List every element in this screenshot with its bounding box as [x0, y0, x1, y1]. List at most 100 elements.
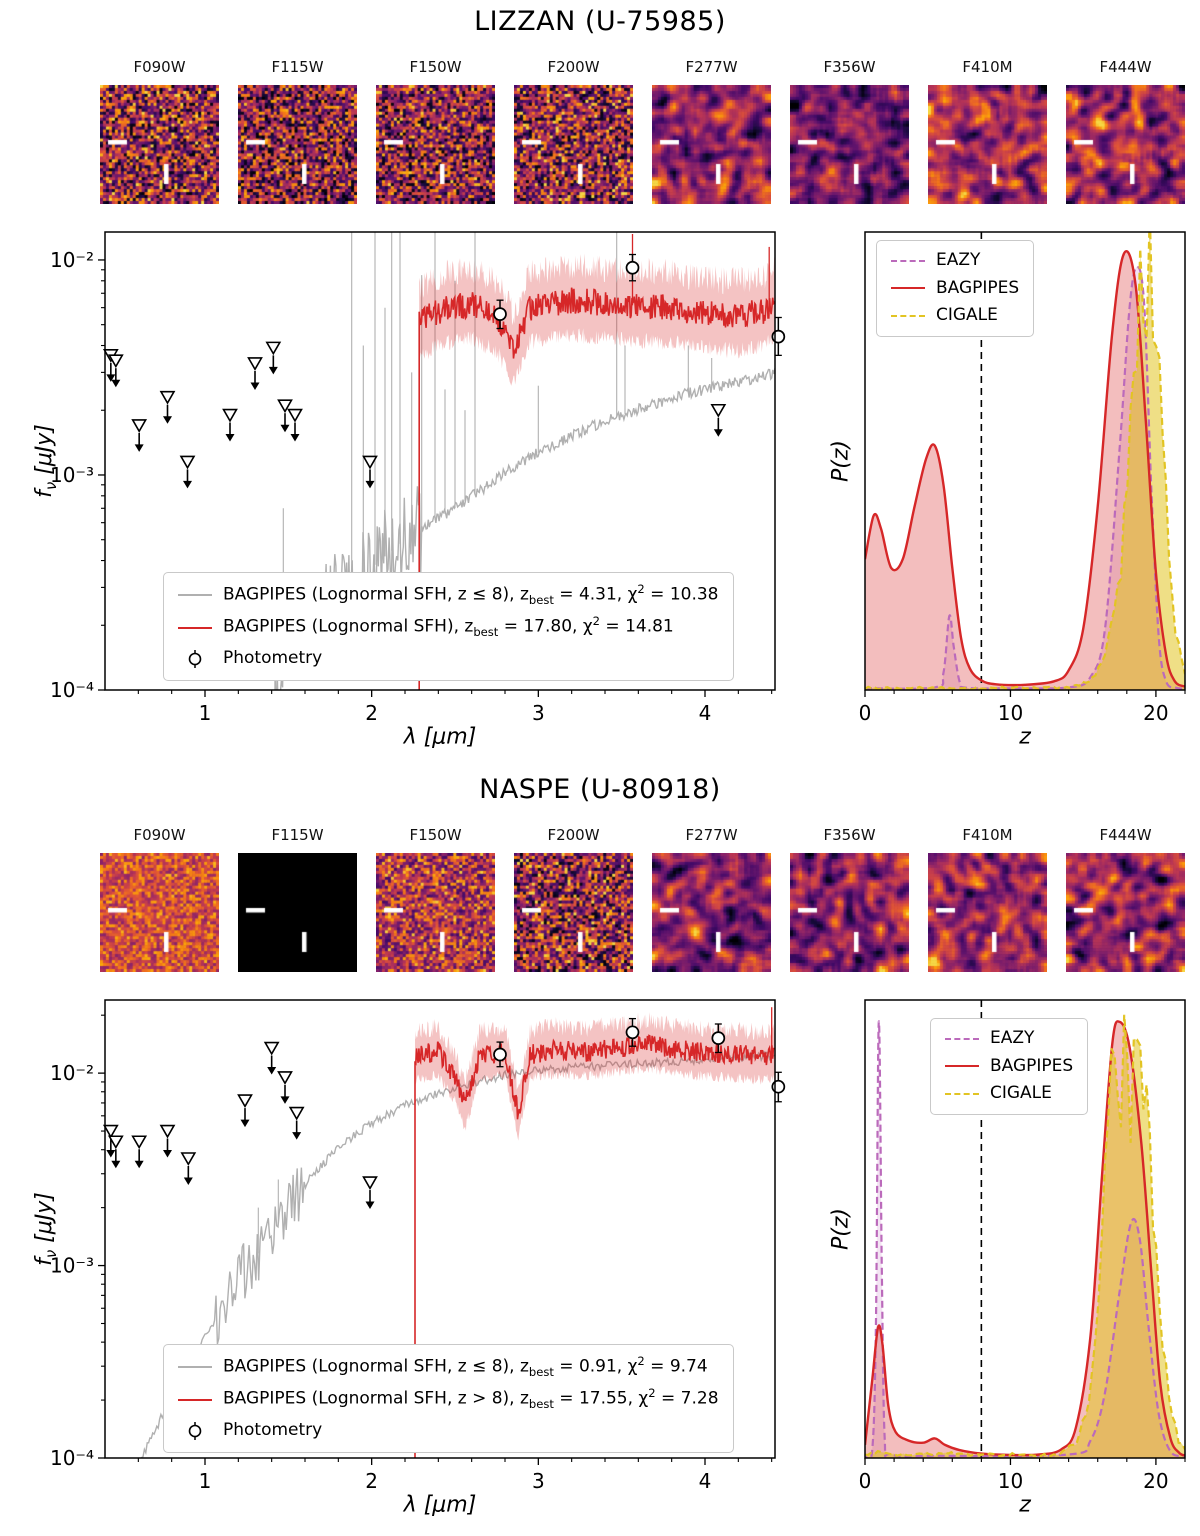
photometry-marker-icon	[178, 648, 212, 670]
cutout-image-f444w	[1066, 85, 1185, 204]
legend-label: BAGPIPES (Lognormal SFH, z ≤ 8), zbest =…	[223, 1354, 708, 1380]
pz-fill-cigale	[865, 232, 1185, 690]
sed-legend: BAGPIPES (Lognormal SFH, z ≤ 8), zbest =…	[163, 572, 734, 681]
upper-limit-marker	[159, 1124, 176, 1139]
upper-limit-marker	[237, 1094, 253, 1108]
cutout: F150W	[376, 826, 495, 972]
panel-naspe: NASPE (U-80918) F090W F115W F150W F200W F277…	[0, 768, 1200, 1536]
pz-curve-bagpipes	[865, 250, 1185, 688]
upper-limit-marker	[287, 408, 303, 423]
pz-curve-bagpipes	[865, 1020, 1185, 1457]
cutout-image-f090w	[100, 85, 219, 204]
plots-svg-lizzan: 1 2 3 4 10⁻² 10⁻³ 10⁻⁴ 0 10 20	[50, 231, 1186, 725]
cutout: F444W	[1066, 58, 1185, 204]
line-sample-icon	[891, 259, 925, 262]
cutout-filter-label: F200W	[547, 826, 600, 844]
upper-limit-marker	[263, 1041, 280, 1056]
legend-label: BAGPIPES	[936, 277, 1020, 298]
cutout-filter-label: F277W	[685, 826, 738, 844]
sed-data-markers	[102, 253, 786, 489]
cutout-row: F090W F115W F150W F200W F277W F356W F410M F444W	[100, 58, 1185, 204]
plot-box	[104, 231, 776, 691]
sed-model-band	[419, 253, 775, 386]
legend-item: BAGPIPES (Lognormal SFH, z ≤ 8), zbest =…	[178, 582, 719, 608]
cutout: F277W	[652, 826, 771, 972]
line-sample-icon	[178, 626, 212, 629]
cutout-image-f444w	[1066, 853, 1185, 972]
upper-limit-marker	[179, 455, 196, 470]
cutout: F356W	[790, 58, 909, 204]
line-sample-icon	[945, 1037, 979, 1040]
legend-label: EAZY	[936, 250, 981, 270]
cutout-filter-label: F277W	[685, 58, 738, 76]
line-sample-icon	[178, 594, 212, 597]
cutout-image-f277w	[652, 853, 771, 972]
sed-model-band	[415, 1012, 775, 1141]
cutout: F090W	[100, 826, 219, 972]
line-sample-icon	[178, 1398, 212, 1401]
cutout-filter-label: F356W	[823, 826, 876, 844]
cutout-filter-label: F115W	[271, 58, 324, 76]
legend-item: EAZY	[945, 1028, 1073, 1049]
cutout-filter-label: F090W	[133, 58, 186, 76]
y-tick-label: 10⁻³	[50, 1254, 94, 1278]
cutout-filter-label: F356W	[823, 58, 876, 76]
photometry-marker-icon	[178, 1420, 212, 1442]
cutout: F444W	[1066, 826, 1185, 972]
legend-label: CIGALE	[990, 1083, 1052, 1104]
cutout-filter-label: F410M	[962, 826, 1013, 844]
cutout-image-f090w	[100, 853, 219, 972]
sed-x-axis-label: λ [μm]	[403, 1492, 477, 1518]
cutout-image-f200w	[514, 85, 633, 204]
legend-label: Photometry	[223, 1419, 323, 1440]
cutout-image-f150w	[376, 85, 495, 204]
pz-fill-bagpipes	[865, 251, 1185, 690]
x-tick-label: 2	[365, 1469, 378, 1493]
legend-label: EAZY	[990, 1028, 1035, 1048]
legend-label: CIGALE	[936, 305, 998, 326]
cutout-image-f200w	[514, 853, 633, 972]
x-tick-label: 2	[365, 701, 378, 725]
sed-model-line-highz	[418, 287, 775, 690]
photometry-point	[493, 307, 507, 321]
cutout: F410M	[928, 58, 1047, 204]
cutout: F277W	[652, 58, 771, 204]
line-sample-icon	[945, 1092, 979, 1095]
sed-y-axis-label: fν [μJy]	[31, 1192, 61, 1266]
pz-legend: EAZY BAGPIPES CIGALE	[930, 1018, 1089, 1115]
y-tick-label: 10⁻³	[50, 463, 94, 487]
cutout-filter-label: F150W	[409, 826, 462, 844]
upper-limit-marker	[107, 1135, 124, 1150]
panel-lizzan: LIZZAN (U-75985) F090W F115W F150W F200W F27…	[31, 6, 1186, 750]
legend-label: BAGPIPES (Lognormal SFH, z ≤ 8), zbest =…	[223, 582, 719, 608]
legend-item: CIGALE	[891, 306, 1019, 326]
cutout-image-f356w	[790, 853, 909, 972]
line-sample-icon	[891, 287, 925, 290]
cutout-image-f115w	[238, 85, 357, 204]
sed-data-markers	[102, 1017, 786, 1210]
upper-limit-marker	[362, 1176, 378, 1190]
cutout: F200W	[514, 826, 633, 972]
x-tick-label: 0	[859, 701, 872, 725]
photometry-point	[771, 329, 786, 344]
plots-svg-naspe: 1 2 3 4 10⁻² 10⁻³ 10⁻⁴ 0 10 20	[50, 999, 1186, 1493]
sed-y-axis-label: fν [μJy]	[31, 424, 61, 498]
x-tick-label: 20	[1143, 701, 1168, 725]
sed-model-line-highz	[414, 1034, 775, 1458]
panel-title-lizzan: LIZZAN (U-75985)	[474, 6, 726, 37]
pz-curve-cigale	[865, 232, 1185, 690]
pz-y-axis-label: P(z)	[828, 1208, 854, 1250]
upper-limit-marker	[131, 1135, 148, 1150]
cutout-filter-label: F150W	[409, 58, 462, 76]
upper-limit-marker	[277, 399, 293, 414]
upper-limit-marker	[277, 1071, 293, 1085]
legend-item: Photometry	[178, 1420, 719, 1442]
photometry-point	[493, 1047, 507, 1062]
cutout-image-f115w	[238, 853, 357, 972]
pz-x-axis-label: z	[1019, 1492, 1031, 1518]
pz-curve-cigale	[865, 1014, 1185, 1458]
upper-limit-marker	[710, 403, 727, 418]
x-tick-label: 1	[199, 701, 212, 725]
pz-y-axis-label: P(z)	[828, 440, 854, 482]
